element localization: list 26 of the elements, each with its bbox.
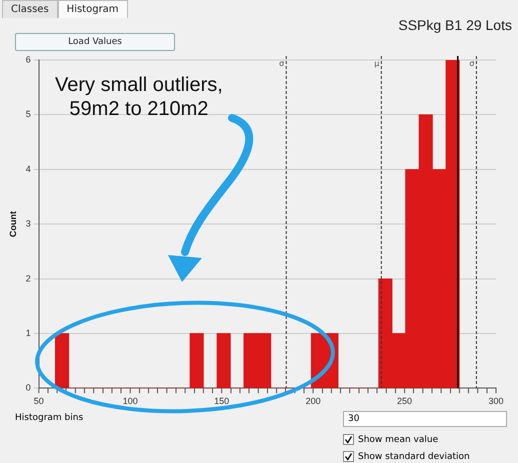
x-tick-label: 200 [306,396,321,406]
text: Histogram [58,0,128,18]
y-tick-label: 4 [26,164,31,174]
text: 30 [343,411,507,427]
y-tick-label: 1 [26,328,31,338]
y-tick-label: 5 [26,109,31,120]
text: Show mean value [357,434,438,445]
ref-line-label: σ [469,59,474,68]
y-tick-label: 2 [26,273,31,284]
y-tick-label: 0 [26,382,31,393]
y-tick-label: 6 [26,54,31,64]
ref-line-label: μ [374,59,380,68]
x-tick-label: 250 [397,396,412,406]
annotation: Very small outliers, 59m2 to 210m2 [55,73,223,121]
x-tick-label: 50 [34,396,44,406]
text: Classes [2,0,58,18]
text: Load Values [15,33,175,51]
x-tick-label: 300 [488,396,504,406]
ref-line-label: σ [279,59,284,68]
y-tick-label: 3 [26,218,31,229]
x-tick-label: 150 [214,396,230,406]
text: Show standard deviation [357,451,470,462]
y-axis-title: Count [8,211,18,238]
x-tick-label: 100 [122,396,138,406]
chart-title: SSPkg B1 29 Lots [398,17,512,33]
text: Histogram bins [15,413,84,423]
